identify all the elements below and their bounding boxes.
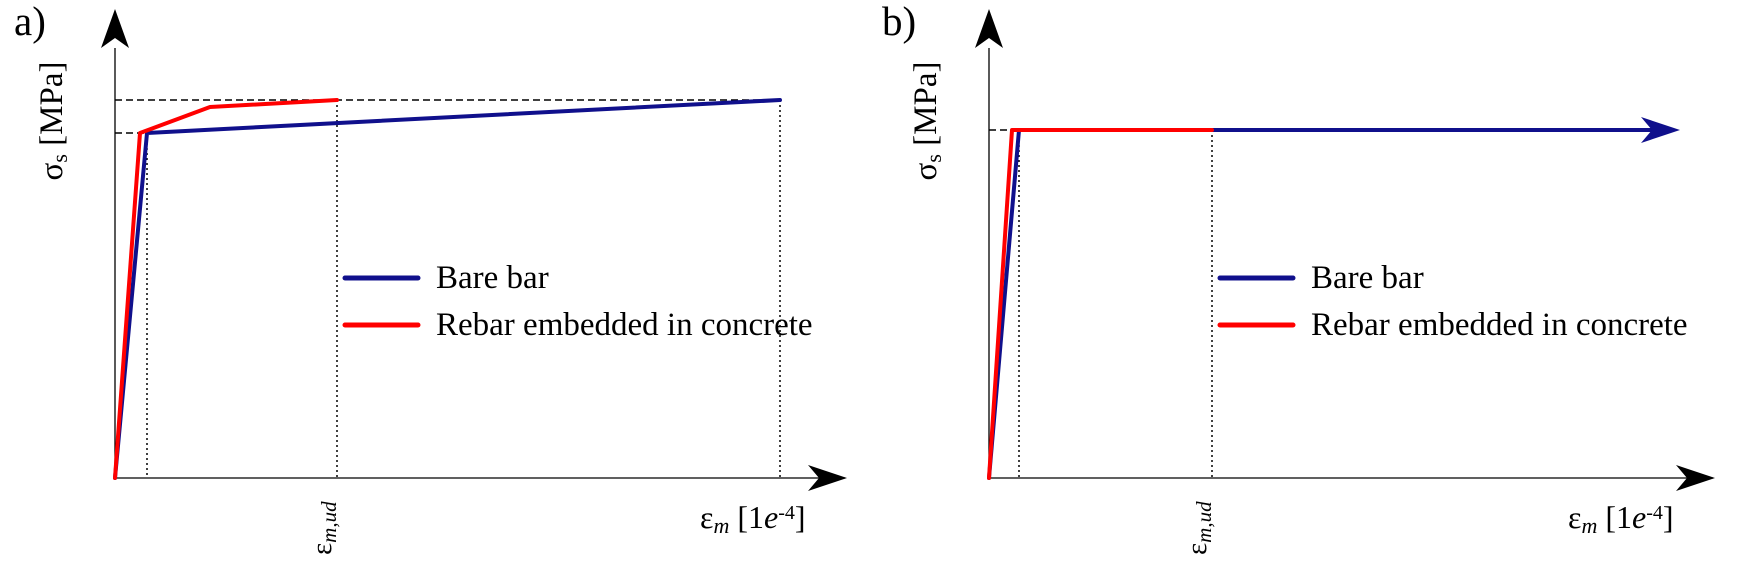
svg-text:εm,ud: εm,ud <box>1181 501 1216 555</box>
svg-text:Bare bar: Bare bar <box>436 260 549 296</box>
svg-text:a): a) <box>14 0 46 44</box>
svg-text:σs [MPa]: σs [MPa] <box>908 62 946 181</box>
svg-text:Rebar embedded in concrete: Rebar embedded in concrete <box>1311 307 1688 343</box>
svg-text:σs [MPa]: σs [MPa] <box>34 62 72 181</box>
svg-text:Bare bar: Bare bar <box>1311 260 1424 296</box>
svg-text:εm,ud: εm,ud <box>306 501 341 555</box>
svg-text:εm [1e-4]: εm [1e-4] <box>700 499 806 538</box>
svg-text:Rebar embedded in concrete: Rebar embedded in concrete <box>436 307 813 343</box>
svg-text:b): b) <box>882 0 916 44</box>
svg-text:εm [1e-4]: εm [1e-4] <box>1568 499 1674 538</box>
